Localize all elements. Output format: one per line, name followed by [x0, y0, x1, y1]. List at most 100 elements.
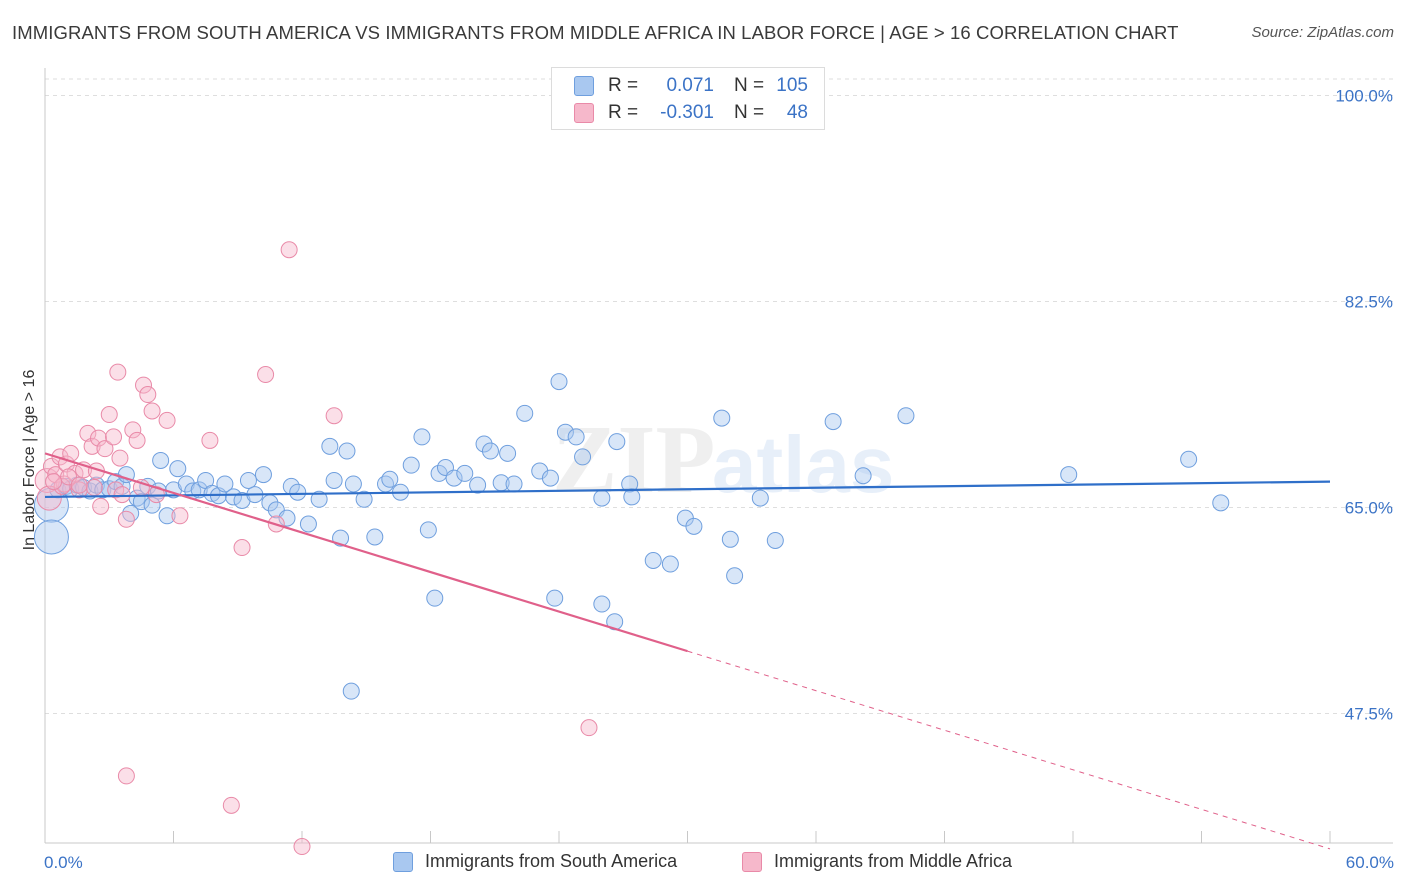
point-south-america: [158, 507, 176, 525]
point-middle-africa: [257, 366, 275, 384]
legend-item-middle-africa[interactable]: Immigrants from Middle Africa: [742, 851, 1012, 872]
point-south-america: [593, 595, 611, 613]
point-middle-africa: [90, 429, 108, 447]
point-middle-africa: [233, 539, 251, 557]
y-tick-label: 100.0%: [1335, 87, 1393, 106]
point-south-america: [278, 509, 296, 527]
point-south-america: [254, 466, 272, 484]
point-south-america: [344, 475, 362, 493]
point-middle-africa: [85, 479, 103, 497]
point-south-america: [475, 435, 493, 453]
point-middle-africa: [113, 486, 131, 504]
point-middle-africa: [92, 497, 110, 515]
point-south-america: [751, 489, 769, 507]
point-south-america: [413, 428, 431, 446]
point-south-america: [713, 409, 731, 427]
point-south-america: [366, 528, 384, 546]
point-south-america: [516, 404, 534, 422]
point-south-america: [224, 488, 242, 506]
point-middle-africa: [158, 411, 176, 429]
point-south-america: [567, 428, 585, 446]
x-tick-max: 60.0%: [1345, 853, 1394, 872]
point-south-america: [289, 483, 307, 501]
point-middle-africa: [36, 485, 62, 511]
point-south-america: [481, 442, 499, 460]
point-south-america: [499, 444, 517, 462]
point-south-america: [143, 496, 161, 514]
point-middle-africa: [117, 510, 135, 528]
trend-lines: [44, 452, 1331, 850]
point-south-america: [541, 469, 559, 487]
grid-lines: [45, 78, 1393, 715]
point-middle-africa: [70, 481, 88, 499]
point-south-america: [685, 517, 703, 535]
stats-r-value: 0.071: [666, 75, 714, 96]
trend-line-middle-africa: [44, 452, 688, 653]
stats-n-label: N =: [734, 102, 765, 123]
legend-item-south-america[interactable]: Immigrants from South America: [393, 851, 677, 872]
trend-line-south-america: [44, 480, 1331, 499]
watermark-atlas: atlas: [712, 420, 894, 509]
point-south-america: [721, 530, 739, 548]
point-south-america: [216, 475, 234, 493]
point-south-america: [644, 551, 662, 569]
point-middle-africa: [325, 407, 343, 425]
point-south-america: [1180, 450, 1198, 468]
point-south-america: [33, 519, 69, 555]
axes: [44, 68, 1393, 844]
legend-label-south-america: Immigrants from South America: [425, 851, 678, 871]
point-south-america: [419, 521, 437, 539]
point-south-america: [623, 488, 641, 506]
point-middle-africa: [45, 473, 63, 491]
point-south-america: [355, 490, 373, 508]
point-south-america: [556, 423, 574, 441]
point-south-america: [381, 470, 399, 488]
point-middle-africa: [143, 402, 161, 420]
point-south-america: [621, 475, 639, 493]
point-south-america: [608, 433, 626, 451]
stats-row-south-america: R = 0.071 N = 105: [574, 73, 808, 99]
point-south-america: [505, 475, 523, 493]
point-middle-africa: [124, 421, 142, 439]
point-middle-africa: [580, 719, 598, 737]
stats-row-middle-africa: R = -0.301 N = 48: [574, 100, 808, 126]
point-south-america: [321, 437, 339, 455]
stats-n-label: N =: [734, 75, 765, 96]
y-tick-labels: 100.0% 82.5% 65.0% 47.5%: [1335, 87, 1393, 724]
stats-r-value: -0.301: [660, 102, 714, 123]
stats-n-value: 105: [776, 75, 808, 96]
point-middle-africa: [100, 406, 118, 424]
legend-swatch-blue: [393, 851, 413, 872]
point-south-america: [169, 460, 187, 478]
point-middle-africa: [201, 431, 219, 449]
point-south-america: [299, 515, 317, 533]
point-south-america: [152, 451, 170, 469]
point-south-america: [593, 489, 611, 507]
point-south-america: [469, 476, 487, 494]
point-middle-africa: [280, 241, 298, 259]
correlation-stats-box: R = 0.071 N = 105 R = -0.301 N = 48: [551, 67, 825, 130]
point-middle-africa: [79, 424, 97, 442]
point-south-america: [342, 682, 360, 700]
point-middle-africa: [105, 428, 123, 446]
watermark-zip: ZIP: [552, 406, 715, 514]
point-middle-africa: [128, 431, 146, 449]
point-south-america: [766, 531, 784, 549]
point-south-america: [132, 493, 150, 511]
point-south-america: [402, 456, 420, 474]
point-south-america: [661, 555, 679, 573]
point-south-america: [426, 589, 444, 607]
point-south-america: [1212, 494, 1230, 512]
point-south-america: [239, 471, 257, 489]
source-credit[interactable]: Source: ZipAtlas.com: [1251, 24, 1394, 41]
point-south-america: [546, 589, 564, 607]
stats-swatch-pink: [574, 103, 594, 123]
stats-r-label: R =: [608, 102, 639, 123]
point-south-america: [854, 467, 872, 485]
point-south-america: [190, 481, 208, 499]
point-south-america: [824, 413, 842, 431]
series-middle-africa: [34, 241, 598, 856]
point-south-america: [338, 442, 356, 460]
point-middle-africa: [53, 477, 71, 495]
point-middle-africa: [222, 796, 240, 814]
